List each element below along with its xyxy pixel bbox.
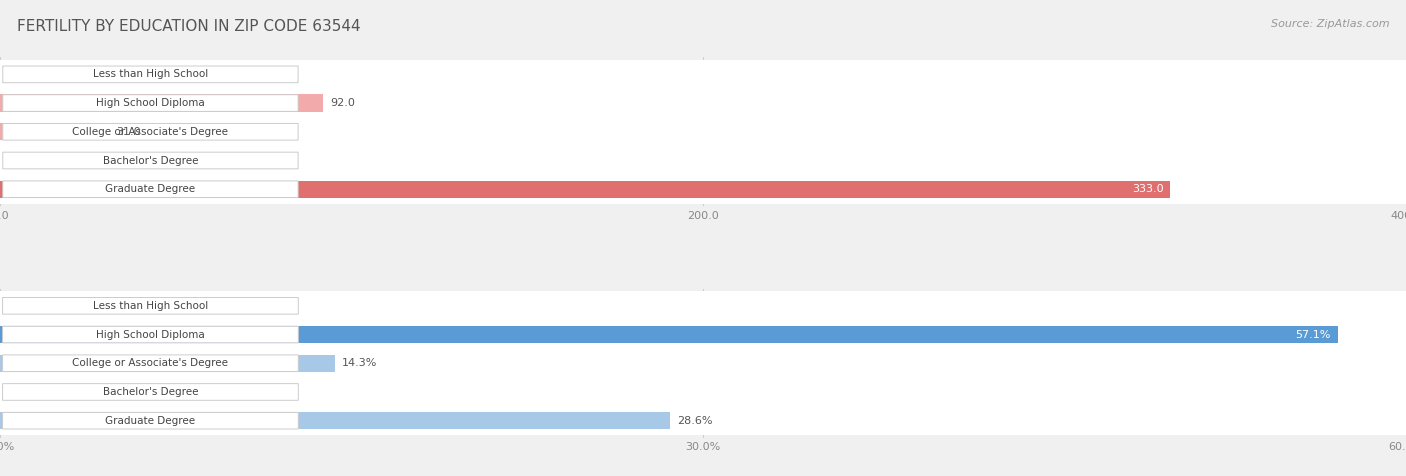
- Text: College or Associate's Degree: College or Associate's Degree: [73, 127, 228, 137]
- Text: College or Associate's Degree: College or Associate's Degree: [73, 358, 228, 368]
- FancyBboxPatch shape: [3, 181, 298, 198]
- FancyBboxPatch shape: [3, 412, 298, 429]
- FancyBboxPatch shape: [0, 175, 1406, 204]
- Text: Bachelor's Degree: Bachelor's Degree: [103, 156, 198, 166]
- FancyBboxPatch shape: [3, 95, 298, 111]
- FancyBboxPatch shape: [0, 377, 1406, 407]
- Text: Graduate Degree: Graduate Degree: [105, 416, 195, 426]
- Bar: [0, 412, 671, 429]
- FancyBboxPatch shape: [0, 407, 1406, 435]
- Text: 14.3%: 14.3%: [342, 358, 377, 368]
- Text: 31.0: 31.0: [115, 127, 141, 137]
- Text: FERTILITY BY EDUCATION IN ZIP CODE 63544: FERTILITY BY EDUCATION IN ZIP CODE 63544: [17, 19, 360, 34]
- Bar: [0, 94, 323, 112]
- Bar: [0, 355, 335, 372]
- Text: Graduate Degree: Graduate Degree: [105, 184, 195, 194]
- FancyBboxPatch shape: [0, 349, 1406, 377]
- FancyBboxPatch shape: [3, 152, 298, 169]
- Text: High School Diploma: High School Diploma: [96, 329, 205, 339]
- Text: Bachelor's Degree: Bachelor's Degree: [103, 387, 198, 397]
- FancyBboxPatch shape: [0, 89, 1406, 118]
- Text: Less than High School: Less than High School: [93, 69, 208, 79]
- FancyBboxPatch shape: [3, 355, 298, 372]
- FancyBboxPatch shape: [0, 146, 1406, 175]
- Text: 92.0: 92.0: [330, 98, 356, 108]
- Text: High School Diploma: High School Diploma: [96, 98, 205, 108]
- FancyBboxPatch shape: [0, 118, 1406, 146]
- Text: Less than High School: Less than High School: [93, 301, 208, 311]
- Text: 57.1%: 57.1%: [1296, 329, 1331, 339]
- FancyBboxPatch shape: [0, 320, 1406, 349]
- FancyBboxPatch shape: [0, 291, 1406, 320]
- Bar: [0, 180, 1171, 198]
- FancyBboxPatch shape: [3, 66, 298, 83]
- Bar: [0, 123, 110, 140]
- Text: Source: ZipAtlas.com: Source: ZipAtlas.com: [1271, 19, 1389, 29]
- FancyBboxPatch shape: [3, 123, 298, 140]
- Text: 333.0: 333.0: [1132, 184, 1164, 194]
- FancyBboxPatch shape: [3, 384, 298, 400]
- FancyBboxPatch shape: [0, 60, 1406, 89]
- Text: 28.6%: 28.6%: [678, 416, 713, 426]
- FancyBboxPatch shape: [3, 326, 298, 343]
- FancyBboxPatch shape: [3, 298, 298, 314]
- Bar: [0, 326, 1339, 343]
